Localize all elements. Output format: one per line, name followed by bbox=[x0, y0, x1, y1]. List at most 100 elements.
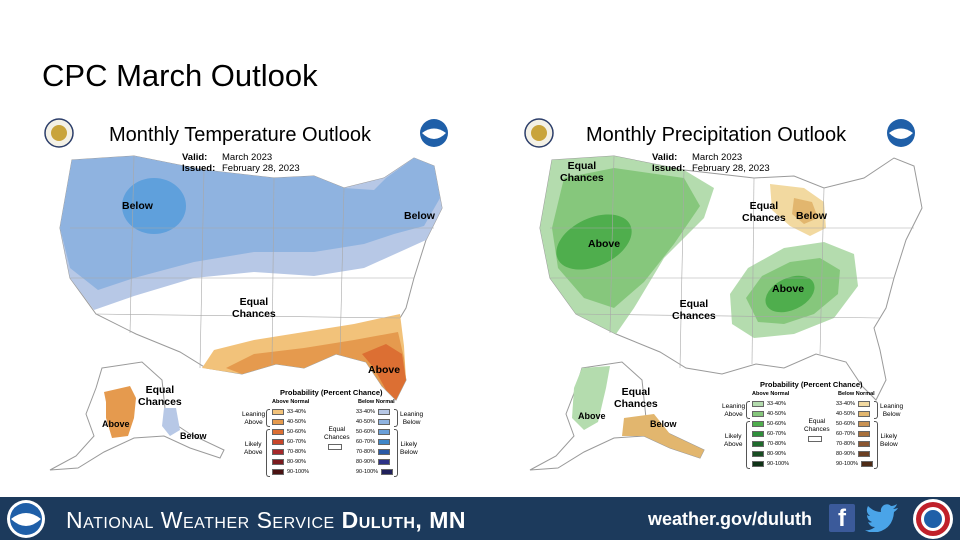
legend-bin-label: 70-80% bbox=[356, 449, 375, 455]
legend-bin-label: 90-100% bbox=[836, 461, 859, 467]
legend-bin-label: 50-60% bbox=[836, 421, 855, 427]
legend-swatch bbox=[377, 429, 390, 435]
legend-bin-label: 40-50% bbox=[836, 411, 855, 417]
legend-row-right: 80-90% bbox=[836, 450, 873, 458]
legend-bin-label: 80-90% bbox=[287, 459, 306, 465]
legend-bin-label: 70-80% bbox=[836, 441, 855, 447]
legend-head-left: Above Normal bbox=[752, 391, 790, 397]
region-label-below-west: Below bbox=[122, 200, 153, 212]
legend-swatch bbox=[377, 419, 390, 425]
noaa-icon bbox=[420, 119, 448, 147]
temperature-map-title: Monthly Temperature Outlook bbox=[109, 124, 371, 146]
twitter-icon[interactable] bbox=[865, 504, 899, 532]
legend-brace bbox=[874, 421, 878, 469]
legend-head-right: Below Normal bbox=[838, 391, 875, 397]
footer-org-city: Duluth, MN bbox=[341, 507, 466, 533]
legend-swatch bbox=[752, 441, 764, 447]
legend-swatch bbox=[272, 449, 284, 455]
issued-value: February 28, 2023 bbox=[692, 163, 770, 174]
temperature-map-graphic bbox=[49, 155, 443, 471]
legend-brace bbox=[266, 409, 270, 427]
legend-brace bbox=[874, 401, 878, 419]
legend-swatch bbox=[272, 459, 284, 465]
legend-row-right: 40-50% bbox=[356, 418, 393, 426]
legend-row-right: 50-60% bbox=[836, 420, 873, 428]
legend-row-right: 60-70% bbox=[836, 430, 873, 438]
legend-swatch bbox=[752, 431, 764, 437]
legend-bin-label: 50-60% bbox=[356, 429, 375, 435]
legend-left-upper: Leaning Above bbox=[722, 403, 746, 418]
footer-bar: National Weather Service Duluth, MN weat… bbox=[0, 497, 960, 540]
legend-bin-label: 60-70% bbox=[767, 431, 786, 437]
legend-swatch bbox=[752, 461, 764, 467]
facebook-icon[interactable]: f bbox=[829, 504, 855, 532]
legend-swatch bbox=[272, 439, 284, 445]
legend-brace bbox=[746, 421, 750, 469]
legend-swatch bbox=[861, 461, 874, 467]
legend-swatch bbox=[272, 419, 284, 425]
legend-swatch bbox=[857, 451, 870, 457]
legend-row-left: 33-40% bbox=[752, 400, 786, 408]
legend-row-left: 33-40% bbox=[272, 408, 306, 416]
legend-right-upper: Leaning Below bbox=[880, 403, 904, 418]
legend-swatch bbox=[857, 421, 870, 427]
region-label-equal-west: Equal Chances bbox=[560, 160, 604, 184]
legend-bin-label: 90-100% bbox=[767, 461, 790, 467]
legend-row-right: 70-80% bbox=[836, 440, 873, 448]
above-50-60-area bbox=[362, 344, 406, 400]
below-40-50-area bbox=[792, 198, 818, 224]
legend-swatch bbox=[377, 459, 390, 465]
legend-swatch bbox=[272, 409, 284, 415]
issued-label: Issued: bbox=[652, 163, 686, 174]
issued-value: February 28, 2023 bbox=[222, 163, 300, 174]
legend-brace bbox=[394, 429, 398, 477]
legend-center-label: Equal Chances bbox=[804, 418, 830, 433]
region-label-above-southeast: Above bbox=[368, 364, 401, 376]
legend-center-swatch bbox=[808, 436, 822, 442]
legend-brace bbox=[266, 429, 270, 477]
legend-right-upper: Leaning Below bbox=[400, 411, 424, 426]
temperature-map-meta: Valid: March 2023 Issued: February 28, 202… bbox=[182, 152, 300, 174]
legend-row-left: 90-100% bbox=[272, 468, 309, 476]
legend-swatch bbox=[857, 411, 870, 417]
alaska-above-area bbox=[572, 366, 610, 430]
region-label-alaska-equal: Equal Chances bbox=[614, 386, 658, 410]
legend-brace bbox=[394, 409, 398, 427]
precipitation-map-title: Monthly Precipitation Outlook bbox=[586, 124, 847, 146]
noaa-icon bbox=[887, 119, 915, 147]
valid-value: March 2023 bbox=[692, 152, 743, 163]
legend-bin-label: 70-80% bbox=[287, 449, 306, 455]
slide-title: CPC March Outlook bbox=[42, 58, 318, 93]
footer-website-link[interactable]: weather.gov/duluth bbox=[648, 509, 813, 529]
region-label-below-northeast: Below bbox=[404, 210, 435, 222]
legend-row-right: 70-80% bbox=[356, 448, 393, 456]
legend-bin-label: 60-70% bbox=[287, 439, 306, 445]
legend-row-left: 90-100% bbox=[752, 460, 789, 468]
nws-logo-icon bbox=[913, 499, 953, 539]
above-40-50-area bbox=[226, 332, 406, 400]
legend-row-right: 60-70% bbox=[356, 438, 393, 446]
valid-label: Valid: bbox=[182, 152, 208, 163]
region-label-alaska-below: Below bbox=[650, 419, 677, 429]
legend-bin-label: 80-90% bbox=[836, 451, 855, 457]
precipitation-map-graphic bbox=[529, 155, 923, 471]
region-label-below-great-lakes: Below bbox=[796, 210, 827, 222]
precipitation-outlook-map: Monthly Precipitation Outlook Valid: Marc… bbox=[494, 118, 944, 490]
region-label-equal-south: Equal Chances bbox=[672, 298, 716, 322]
legend-row-right: 40-50% bbox=[836, 410, 873, 418]
legend-swatch bbox=[381, 469, 394, 475]
legend-row-left: 70-80% bbox=[272, 448, 306, 456]
legend-swatch bbox=[752, 451, 764, 457]
legend-bin-label: 70-80% bbox=[767, 441, 786, 447]
region-label-alaska-equal: Equal Chances bbox=[138, 384, 182, 408]
region-label-equal-chances: Equal Chances bbox=[232, 296, 276, 320]
legend-row-left: 60-70% bbox=[752, 430, 786, 438]
alaska-above-area bbox=[104, 386, 136, 438]
legend-row-left: 40-50% bbox=[752, 410, 786, 418]
legend-bin-label: 33-40% bbox=[767, 401, 786, 407]
precipitation-map-meta: Valid: March 2023 Issued: February 28, 202… bbox=[652, 152, 770, 174]
legend-row-left: 60-70% bbox=[272, 438, 306, 446]
legend-swatch bbox=[272, 469, 284, 475]
region-label-alaska-above: Above bbox=[578, 411, 606, 421]
legend-row-left: 80-90% bbox=[272, 458, 306, 466]
